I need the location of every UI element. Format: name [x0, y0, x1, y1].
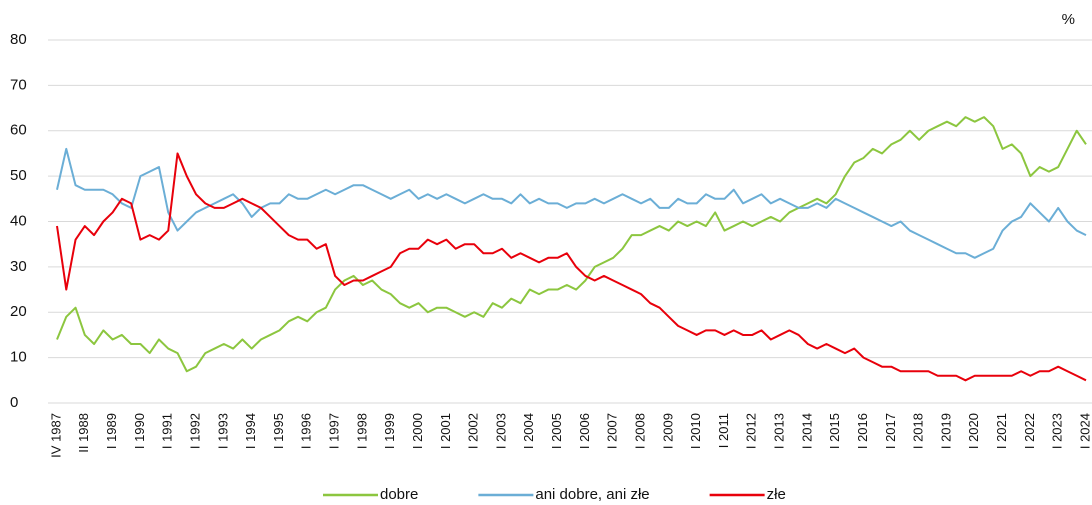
x-tick-label: IV 1987: [48, 413, 63, 458]
x-tick-label: I 2009: [660, 413, 675, 449]
y-tick-label: 10: [10, 349, 27, 366]
x-tick-label: I 2018: [911, 413, 926, 449]
x-tick-label: I 1993: [215, 413, 230, 449]
y-tick-label: 60: [10, 122, 27, 139]
x-tick-label: II 1988: [76, 413, 91, 453]
series-line: [56, 147, 1087, 259]
x-tick-label: I 1991: [160, 413, 175, 449]
y-tick-label: 50: [10, 167, 27, 184]
x-tick-label: I 1994: [243, 413, 258, 449]
x-tick-label: I 1998: [354, 413, 369, 449]
legend-label: złe: [767, 486, 786, 503]
y-tick-label: 0: [10, 394, 18, 411]
x-tick-label: I 2001: [438, 413, 453, 449]
legend-label: ani dobre, ani złe: [535, 486, 649, 503]
x-tick-label: I 2012: [744, 413, 759, 449]
x-tick-label: I 1996: [299, 413, 314, 449]
x-tick-label: I 2004: [521, 413, 536, 449]
legend-label: dobre: [380, 486, 418, 503]
series-line: [56, 116, 1087, 373]
x-tick-label: I 2016: [855, 413, 870, 449]
y-tick-label: 70: [10, 76, 27, 93]
x-tick-label: I 2019: [938, 413, 953, 449]
x-tick-label: I 1990: [132, 413, 147, 449]
series-line: [56, 152, 1087, 382]
x-tick-label: I 2023: [1050, 413, 1065, 449]
x-tick-label: I 1995: [271, 413, 286, 449]
x-tick-label: I 2020: [966, 413, 981, 449]
x-tick-label: I 2007: [605, 413, 620, 449]
x-tick-label: I 2024: [1077, 413, 1092, 449]
x-tick-label: I 2011: [716, 413, 731, 448]
x-tick-label: I 1989: [104, 413, 119, 449]
x-tick-label: I 2000: [410, 413, 425, 449]
x-tick-label: I 2015: [827, 413, 842, 449]
y-tick-label: 80: [10, 31, 27, 48]
x-tick-label: I 2003: [493, 413, 508, 449]
y-tick-label: 30: [10, 258, 27, 275]
x-tick-label: I 2013: [772, 413, 787, 449]
x-tick-label: I 2017: [883, 413, 898, 449]
y-axis-unit: %: [1062, 11, 1075, 28]
x-tick-label: I 2021: [994, 413, 1009, 449]
y-tick-label: 40: [10, 212, 27, 229]
x-tick-label: I 2010: [688, 413, 703, 449]
x-tick-label: I 1992: [187, 413, 202, 449]
x-tick-label: I 2014: [799, 413, 814, 449]
x-tick-label: I 2008: [632, 413, 647, 449]
x-tick-label: I 2002: [466, 413, 481, 449]
x-tick-label: I 1999: [382, 413, 397, 449]
x-tick-label: I 1997: [327, 413, 342, 449]
x-tick-label: I 2006: [577, 413, 592, 449]
x-tick-label: I 2022: [1022, 413, 1037, 449]
x-tick-label: I 2005: [549, 413, 564, 449]
y-tick-label: 20: [10, 303, 27, 320]
